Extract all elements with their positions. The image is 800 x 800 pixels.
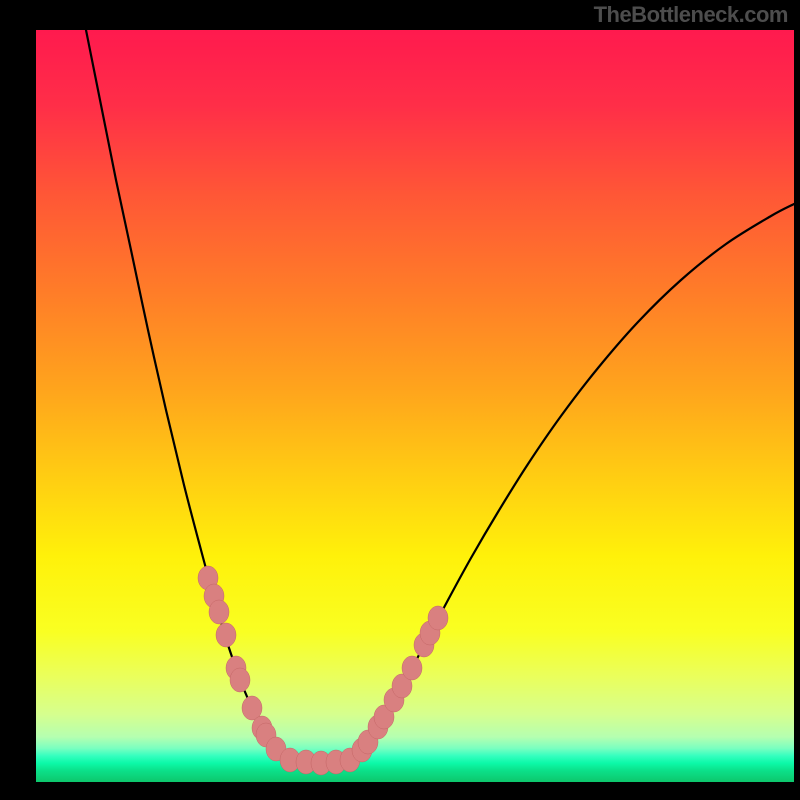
data-marker [216, 623, 236, 647]
data-marker [230, 668, 250, 692]
bottleneck-curve-chart [36, 30, 794, 782]
data-marker [428, 606, 448, 630]
chart-frame: TheBottleneck.com [0, 0, 800, 800]
data-marker [402, 656, 422, 680]
data-marker [209, 600, 229, 624]
markers-bottom [280, 748, 360, 775]
watermark-text: TheBottleneck.com [594, 2, 788, 28]
plot-area [36, 30, 794, 782]
